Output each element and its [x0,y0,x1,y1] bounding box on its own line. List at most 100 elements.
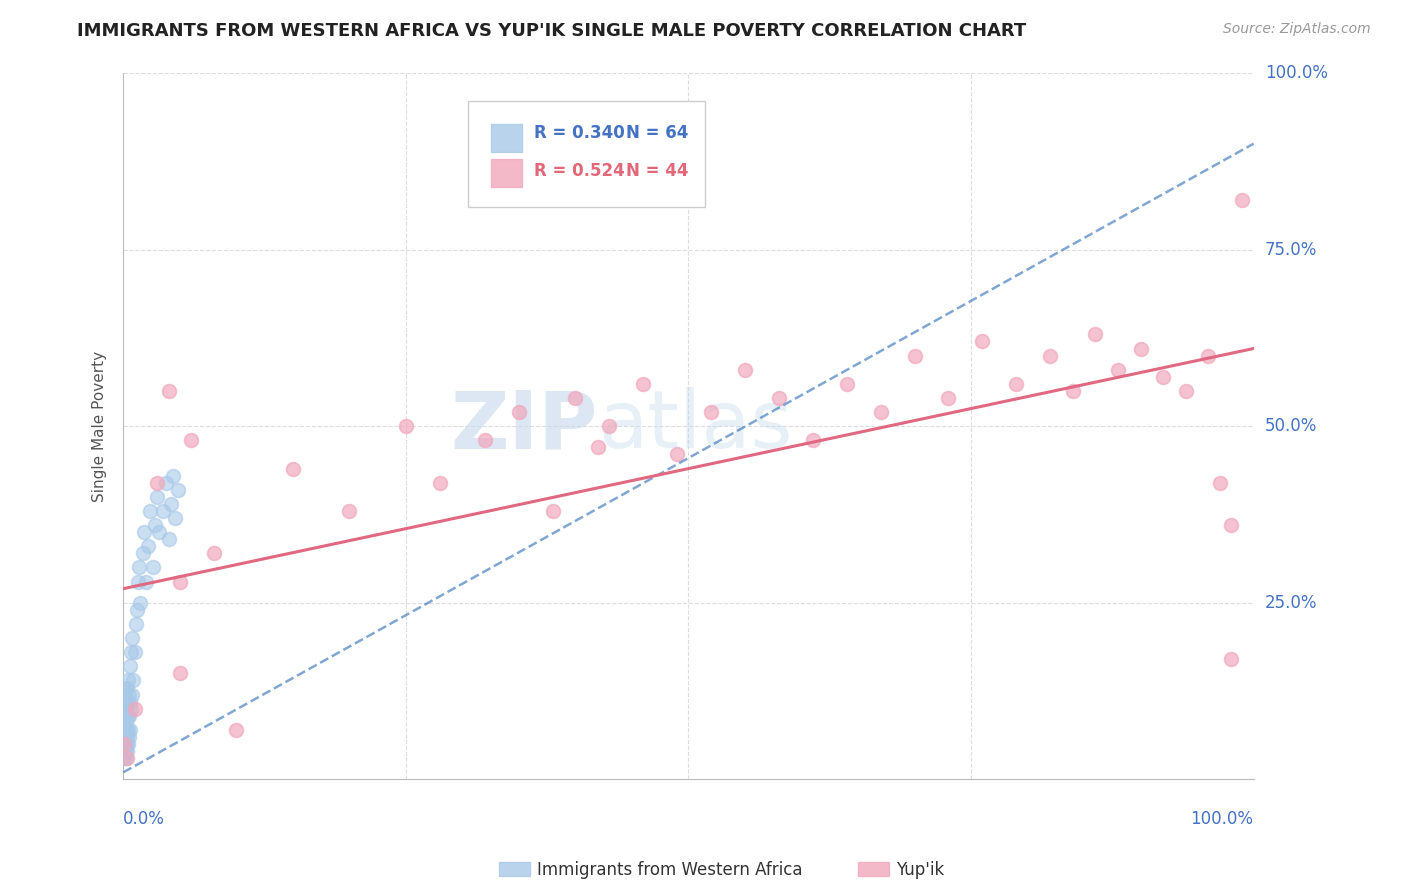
Point [180,434,202,448]
FancyBboxPatch shape [491,160,522,187]
Point [143,518,166,533]
Text: IMMIGRANTS FROM WESTERN AFRICA VS YUP'IK SINGLE MALE POVERTY CORRELATION CHART: IMMIGRANTS FROM WESTERN AFRICA VS YUP'IK… [77,22,1026,40]
Point [115,708,138,723]
Point [114,744,136,758]
Point [121,688,143,702]
Text: ZIP: ZIP [451,387,598,466]
Point [1209,475,1232,490]
Point [114,702,136,716]
Point [114,751,136,765]
Point [202,546,225,560]
Point [125,617,148,632]
Point [117,673,139,688]
Point [734,362,756,376]
Point [114,715,136,730]
Point [146,490,169,504]
Point [633,376,655,391]
Point [117,708,139,723]
Point [118,708,141,723]
Text: 0.0%: 0.0% [124,810,165,828]
Point [801,434,824,448]
Point [169,574,191,589]
Point [1062,384,1084,398]
Point [139,504,162,518]
Text: 50.0%: 50.0% [1265,417,1317,435]
Text: atlas: atlas [598,387,793,466]
Point [1197,349,1219,363]
Point [666,448,689,462]
Point [165,511,187,525]
Point [114,744,136,758]
Point [157,384,180,398]
Point [114,708,136,723]
Point [114,695,136,709]
Point [117,723,139,737]
Point [1084,327,1107,342]
Point [225,723,247,737]
Point [118,730,141,744]
Point [768,391,790,405]
Text: 25.0%: 25.0% [1265,594,1317,612]
Point [121,631,143,645]
Point [115,737,138,751]
Text: R = 0.340: R = 0.340 [534,124,624,142]
Point [120,645,142,659]
Point [122,673,145,688]
Text: Yup'ik: Yup'ik [896,861,943,879]
Point [166,483,188,497]
Point [114,737,136,751]
Point [115,723,138,737]
Point [1005,376,1028,391]
Text: N = 44: N = 44 [626,161,689,179]
Text: 75.0%: 75.0% [1265,241,1317,259]
Text: R = 0.524: R = 0.524 [534,161,624,179]
Point [125,603,148,617]
Point [598,419,620,434]
Point [541,504,564,518]
Point [115,681,138,695]
Point [127,574,149,589]
Point [152,504,174,518]
Point [1129,342,1152,356]
Point [114,737,136,751]
Text: Source: ZipAtlas.com: Source: ZipAtlas.com [1223,22,1371,37]
Point [128,560,150,574]
Point [869,405,891,419]
Point [120,702,142,716]
Point [938,391,960,405]
Point [120,695,142,709]
Point [118,688,141,702]
Point [474,434,496,448]
Text: Immigrants from Western Africa: Immigrants from Western Africa [537,861,803,879]
Point [159,497,181,511]
Point [157,533,180,547]
Point [114,715,136,730]
Point [155,475,177,490]
Text: 100.0%: 100.0% [1265,64,1327,82]
Point [114,723,136,737]
Point [169,666,191,681]
Point [1220,518,1243,533]
Point [117,737,139,751]
Point [508,405,530,419]
Point [1107,362,1129,376]
Point [124,645,146,659]
Point [1174,384,1197,398]
Point [281,461,304,475]
Text: N = 64: N = 64 [626,124,689,142]
Point [148,525,170,540]
Y-axis label: Single Male Poverty: Single Male Poverty [93,351,107,502]
Point [114,737,136,751]
Point [114,730,136,744]
Point [903,349,925,363]
Point [131,546,153,560]
Point [135,574,157,589]
Point [1152,369,1174,384]
Point [115,751,138,765]
Point [114,702,136,716]
Point [120,659,142,673]
Point [142,560,165,574]
Point [835,376,858,391]
Point [114,688,136,702]
Point [132,525,155,540]
